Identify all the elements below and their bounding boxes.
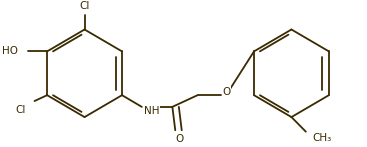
Text: Cl: Cl xyxy=(79,1,90,11)
Text: Cl: Cl xyxy=(15,105,26,115)
Text: O: O xyxy=(175,134,184,144)
Text: O: O xyxy=(222,87,230,97)
Text: HO: HO xyxy=(2,46,18,56)
Text: CH₃: CH₃ xyxy=(312,132,331,142)
Text: NH: NH xyxy=(143,106,159,116)
